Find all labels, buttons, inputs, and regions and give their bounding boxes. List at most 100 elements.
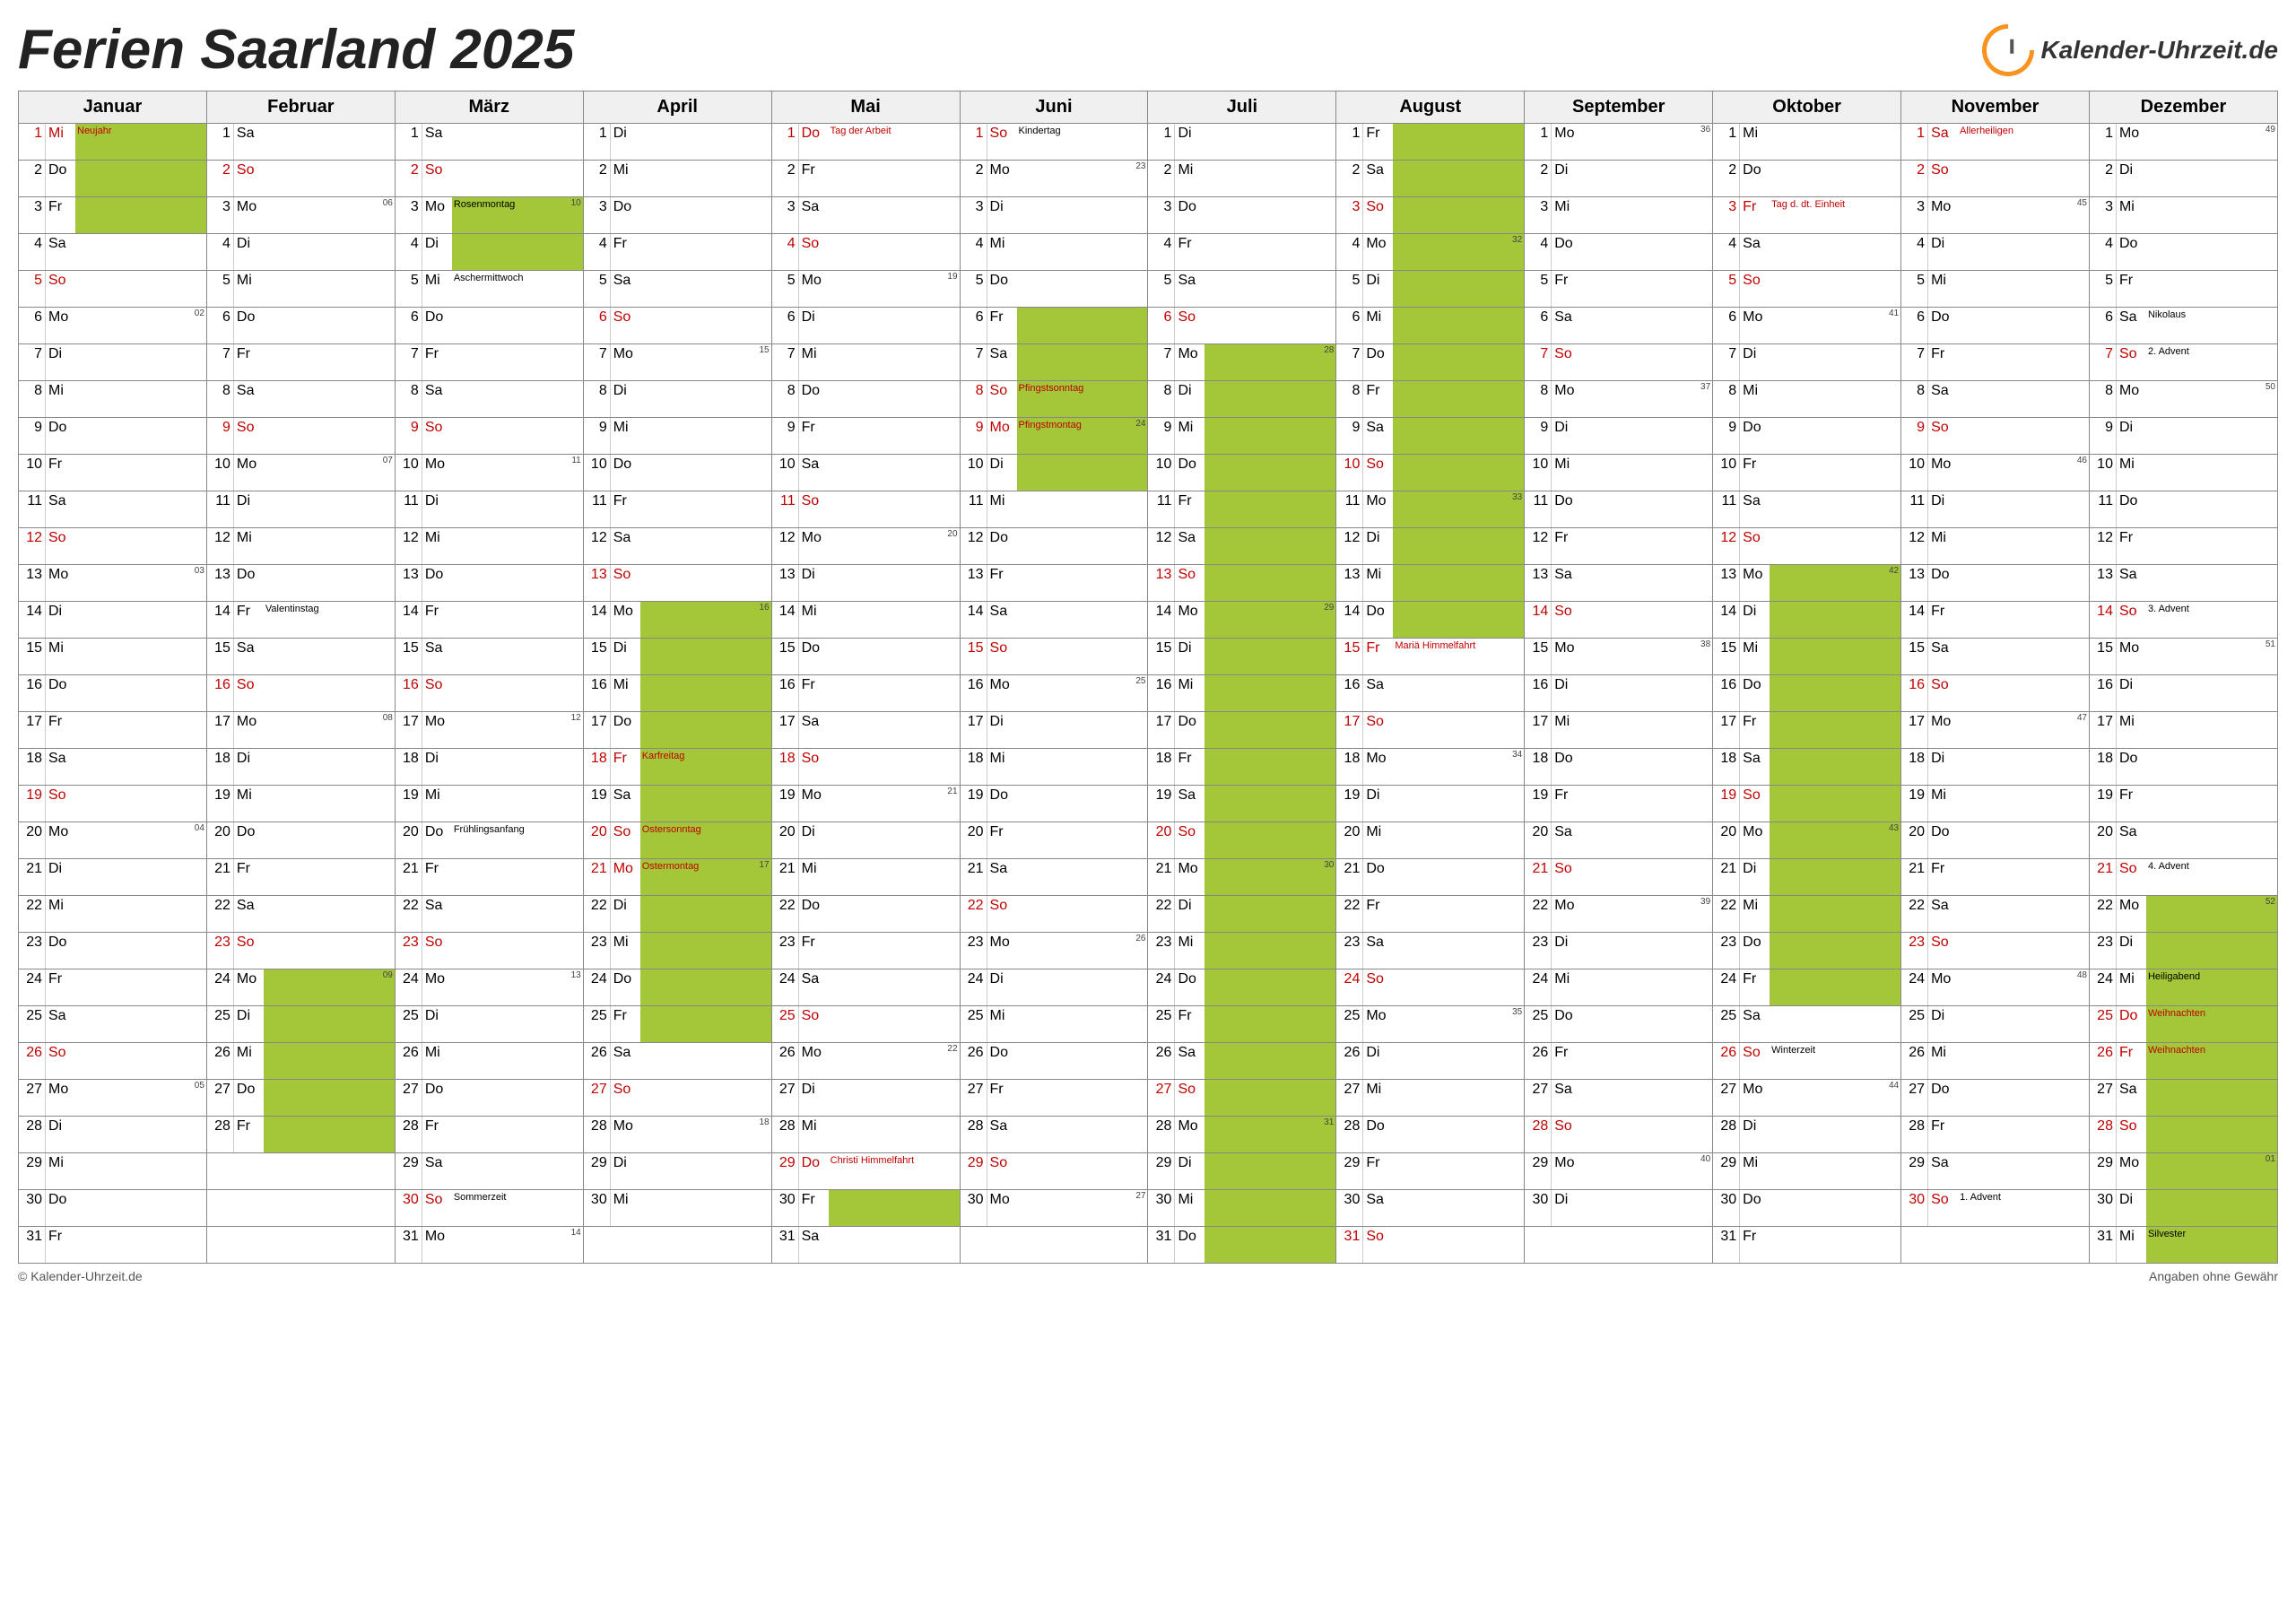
day-cell: 25Sa (1713, 1006, 1901, 1043)
day-note (640, 675, 771, 711)
weekday-label: So (1928, 1190, 1958, 1226)
day-note (75, 1153, 206, 1189)
day-cell: 7Mo28 (1148, 344, 1336, 381)
day-note: Weihnachten (2146, 1006, 2277, 1042)
day-cell: 8Mi (1713, 381, 1901, 418)
weekday-label: Di (1740, 602, 1770, 638)
weekday-label: Fr (1740, 712, 1770, 748)
day-cell: 3Fr (19, 197, 207, 234)
day-note (264, 234, 395, 270)
day-note (1958, 1117, 2089, 1152)
weekday-label: Fr (422, 602, 452, 638)
day-note (1393, 1227, 1524, 1263)
day-cell: 31Mo14 (395, 1227, 583, 1264)
day-number: 23 (1713, 933, 1740, 969)
weekday-label: Mi (234, 1043, 264, 1079)
day-note (640, 712, 771, 748)
week-number: 32 (1512, 235, 1522, 245)
day-number: 3 (772, 197, 799, 233)
day-number: 3 (1713, 197, 1740, 233)
weekday-label: Do (422, 822, 452, 858)
day-cell: 2Mi (1148, 161, 1336, 197)
day-number: 27 (396, 1080, 422, 1116)
day-cell: 16So (1901, 675, 2090, 712)
day-number: 11 (207, 491, 234, 527)
week-number: 46 (2077, 456, 2087, 465)
weekday-label: Sa (2117, 1080, 2146, 1116)
weekday-label: So (46, 1043, 75, 1079)
day-number: 4 (396, 234, 422, 270)
day-cell: 17Fr (1713, 712, 1901, 749)
day-cell: 13Do (206, 565, 395, 602)
weekday-label: Mi (2117, 969, 2146, 1005)
weekday-label: Sa (1740, 491, 1770, 527)
day-cell: 9So (206, 418, 395, 455)
day-note (640, 124, 771, 160)
day-cell: 21So (1525, 859, 1713, 896)
month-header: Mai (771, 91, 960, 124)
day-cell: 22Di (1148, 896, 1336, 933)
day-cell: 18Mi (960, 749, 1148, 786)
weekday-label: Mi (1740, 896, 1770, 932)
day-cell: 19Mi (1901, 786, 2090, 822)
day-cell: 12Mo20 (771, 528, 960, 565)
day-note (1581, 712, 1712, 748)
weekday-label: Sa (2117, 308, 2146, 343)
day-number: 23 (1148, 933, 1175, 969)
day-number: 11 (961, 491, 987, 527)
day-note: Heiligabend (2146, 969, 2277, 1005)
day-note (640, 381, 771, 417)
day-note (2146, 565, 2277, 601)
day-cell: 22Mo39 (1525, 896, 1713, 933)
day-note (1393, 308, 1524, 343)
day-number: 15 (1713, 639, 1740, 674)
day-number: 28 (19, 1117, 46, 1152)
weekday-label: Mi (234, 271, 264, 307)
day-number: 27 (1525, 1080, 1552, 1116)
day-cell: 19So (19, 786, 207, 822)
month-header: Dezember (2089, 91, 2277, 124)
day-number: 20 (584, 822, 611, 858)
day-cell: 7Fr (395, 344, 583, 381)
day-number: 2 (584, 161, 611, 196)
day-note (75, 639, 206, 674)
day-number: 11 (584, 491, 611, 527)
weekday-label: Mo (234, 712, 264, 748)
weekday-label: Mo (987, 933, 1017, 969)
weekday-label: So (46, 271, 75, 307)
day-number: 27 (1336, 1080, 1363, 1116)
day-note: Rosenmontag10 (452, 197, 583, 233)
weekday-label: Di (1363, 528, 1393, 564)
day-cell: 28Fr (395, 1117, 583, 1153)
day-cell: 30Di (1525, 1190, 1713, 1227)
day-number: 2 (1148, 161, 1175, 196)
day-note (452, 491, 583, 527)
week-number: 16 (760, 603, 770, 613)
day-cell: 13Do (1901, 565, 2090, 602)
day-number: 26 (396, 1043, 422, 1079)
day-cell: 11Fr (1148, 491, 1336, 528)
day-number: 16 (1713, 675, 1740, 711)
weekday-label: Sa (1552, 308, 1581, 343)
day-number: 10 (772, 455, 799, 491)
day-cell: 11Do (1525, 491, 1713, 528)
weekday-label: Mi (1552, 969, 1581, 1005)
month-header: August (1336, 91, 1525, 124)
day-cell: 27So (1148, 1080, 1336, 1117)
weekday-label: Fr (611, 234, 640, 270)
day-cell: 27So (583, 1080, 771, 1117)
day-number: 26 (584, 1043, 611, 1079)
weekday-label: Fr (1928, 1117, 1958, 1152)
day-number: 9 (961, 418, 987, 454)
weekday-label: So (2117, 344, 2146, 380)
day-note (75, 234, 206, 270)
day-note (1770, 859, 1900, 895)
day-cell: 14Di (1713, 602, 1901, 639)
day-number: 16 (207, 675, 234, 711)
weekday-label: Di (2117, 933, 2146, 969)
day-number: 26 (772, 1043, 799, 1079)
day-cell: 28So (2089, 1117, 2277, 1153)
day-note (452, 749, 583, 785)
day-cell: 28Mi (771, 1117, 960, 1153)
weekday-label: Di (1552, 161, 1581, 196)
